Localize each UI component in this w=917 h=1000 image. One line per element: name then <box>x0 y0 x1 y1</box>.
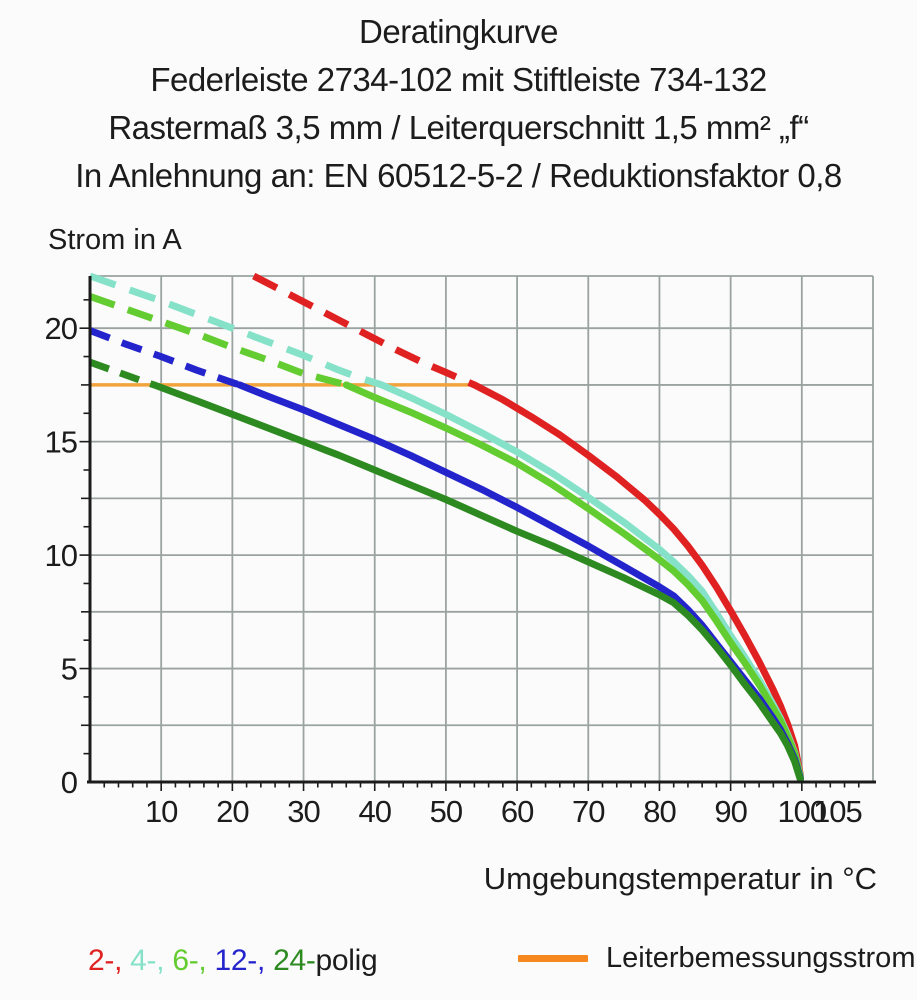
x-axis-title: Umgebungstemperatur in °C <box>484 861 877 896</box>
legend-pole-suffix: polig <box>315 944 378 977</box>
svg-text:105: 105 <box>813 794 862 829</box>
grid <box>90 275 874 782</box>
title-block: Deratingkurve Federleiste 2734-102 mit S… <box>0 8 917 200</box>
chart-subtitle-specs: Rastermaß 3,5 mm / Leiterquerschnitt 1,5… <box>108 109 809 146</box>
reference-line-label: Leiterbemessungsstrom <box>606 942 916 974</box>
svg-text:0: 0 <box>61 765 78 800</box>
curves <box>88 272 804 784</box>
curve-24-polig-dashed <box>88 358 156 389</box>
svg-text:60: 60 <box>501 794 534 829</box>
curve-4-polig-solid <box>378 381 804 780</box>
svg-text:50: 50 <box>430 794 463 829</box>
legend-pole-4: 4-, <box>130 944 165 977</box>
curve-6-polig-solid <box>342 381 804 781</box>
y-axis-title: Strom in A <box>48 224 182 256</box>
svg-text:80: 80 <box>643 794 676 829</box>
chart-title: Deratingkurve <box>359 13 558 50</box>
curve-6-polig-dashed <box>88 293 348 389</box>
curve-24-polig-solid <box>150 381 804 784</box>
poles-legend: 2-, 4-, 6-, 12-, 24-polig <box>88 944 378 978</box>
svg-text:30: 30 <box>287 794 320 829</box>
curve-12-polig-dashed <box>88 327 241 389</box>
curve-2-polig-dashed <box>252 272 476 389</box>
reference-legend: Leiterbemessungsstrom <box>518 942 915 975</box>
curve-4-polig-dashed <box>88 272 383 389</box>
svg-text:90: 90 <box>714 794 747 829</box>
svg-text:70: 70 <box>572 794 605 829</box>
legend-pole-2: 2-, <box>88 944 123 977</box>
curve-2-polig-solid <box>470 381 804 779</box>
legend-pole-12: 12-, <box>214 944 266 977</box>
svg-text:10: 10 <box>45 538 78 573</box>
legend-pole-6: 6-, <box>172 944 207 977</box>
svg-text:20: 20 <box>45 311 78 346</box>
svg-text:20: 20 <box>216 794 249 829</box>
svg-text:5: 5 <box>61 652 77 687</box>
axes <box>87 276 876 784</box>
curve-6-polig <box>88 293 804 781</box>
curve-2-polig <box>252 272 804 779</box>
svg-text:100: 100 <box>777 794 826 829</box>
legend-pole-24: 24- <box>273 944 316 977</box>
chart-subtitle-standard: In Anlehnung an: EN 60512-5-2 / Reduktio… <box>75 157 842 194</box>
svg-text:10: 10 <box>145 794 178 829</box>
svg-text:15: 15 <box>45 425 77 460</box>
chart-subtitle-products: Federleiste 2734-102 mit Stiftleiste 734… <box>150 61 767 98</box>
curve-24-polig <box>88 358 804 784</box>
svg-text:40: 40 <box>358 794 391 829</box>
reference-line-swatch <box>518 955 588 962</box>
tick-marks <box>79 299 860 791</box>
